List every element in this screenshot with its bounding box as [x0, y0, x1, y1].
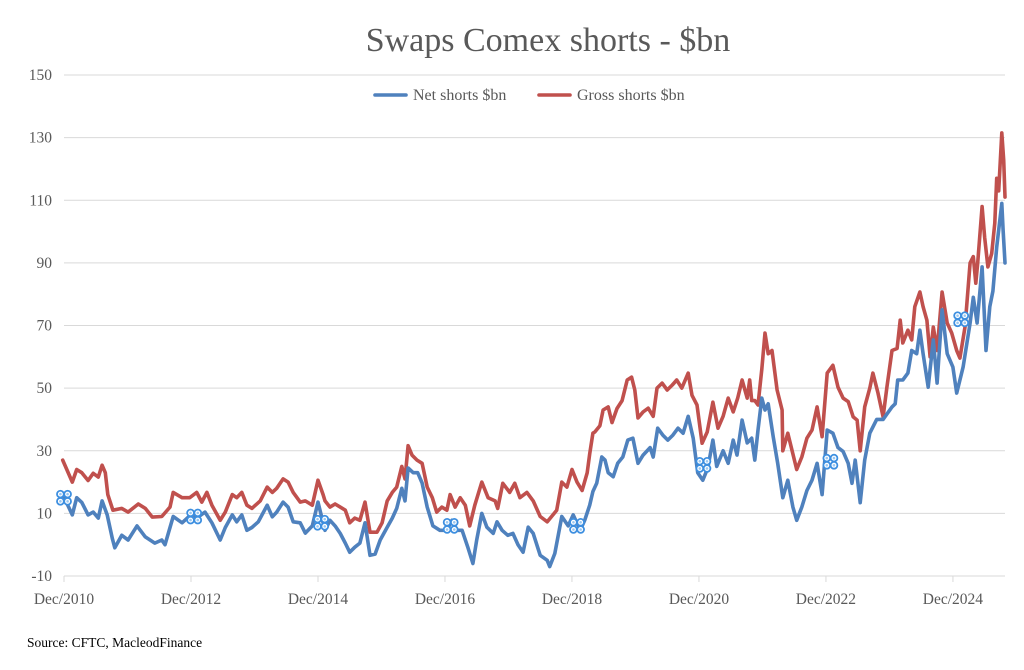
y-axis: -10 10 30 50 70 90 110 130 150: [29, 67, 53, 585]
legend-label-net: Net shorts $bn: [413, 87, 506, 104]
gridlines: [64, 74, 1005, 514]
x-tick-label: Dec/2012: [161, 591, 221, 608]
y-tick-label: 70: [37, 318, 53, 335]
legend-label-gross: Gross shorts $bn: [577, 87, 685, 104]
x-tick-label: Dec/2020: [669, 591, 730, 608]
x-tick-label: Dec/2022: [796, 591, 856, 608]
quad-circle-icon: [313, 514, 330, 531]
chart-title: Swaps Comex shorts - $bn: [366, 22, 731, 59]
legend: Net shorts $bn Gross shorts $bn: [373, 87, 685, 104]
source-note: Source: CFTC, MacleodFinance: [27, 635, 202, 650]
quad-circle-icon: [953, 311, 970, 328]
x-tick-label: Dec/2010: [34, 591, 95, 608]
y-tick-label: -10: [31, 568, 52, 585]
x-tick-label: Dec/2016: [415, 591, 476, 608]
y-tick-label: 110: [29, 192, 52, 209]
quad-circle-icon: [56, 489, 72, 506]
y-tick-label: 10: [37, 505, 53, 522]
series-lines: [60, 131, 1007, 569]
quad-circle-icon: [186, 508, 203, 525]
x-tick-label: Dec/2018: [542, 591, 603, 608]
quad-circle-icon: [569, 517, 585, 534]
quad-circle-icon: [442, 517, 459, 534]
series-gross-shorts: [60, 131, 1007, 534]
x-axis: Dec/2010 Dec/2012 Dec/2014 Dec/2016 Dec/2018…: [34, 575, 1005, 608]
series-net-shorts: [62, 201, 1007, 569]
y-tick-label: 130: [29, 130, 53, 147]
x-tick-label: Dec/2024: [923, 591, 984, 608]
y-tick-label: 150: [29, 67, 53, 84]
y-tick-label: 90: [37, 255, 53, 272]
x-tick-label: Dec/2014: [288, 591, 349, 608]
y-tick-label: 50: [37, 380, 53, 397]
y-tick-label: 30: [37, 443, 53, 460]
quad-circle-icon: [822, 453, 839, 470]
quad-circle-icon: [695, 456, 712, 473]
watermark-icons: [56, 311, 970, 534]
